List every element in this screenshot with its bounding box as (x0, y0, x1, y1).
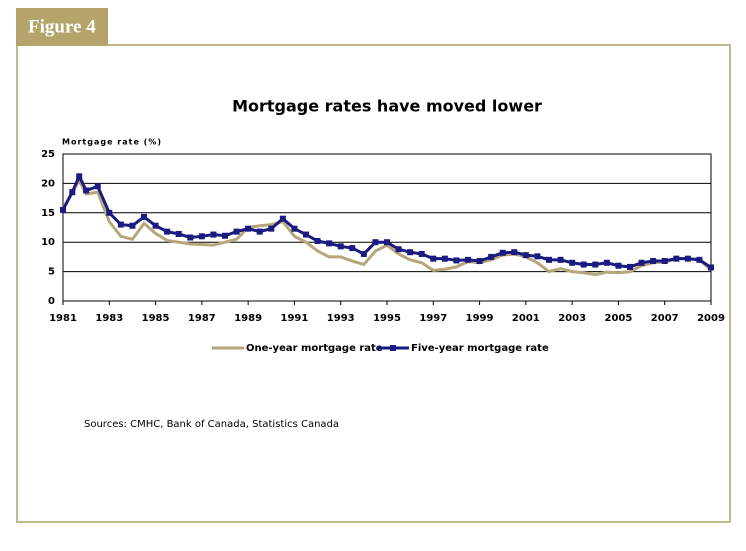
data-point (187, 234, 194, 241)
data-point (360, 250, 367, 257)
x-tick-label: 1991 (281, 313, 309, 324)
data-point (233, 228, 240, 235)
data-point (69, 189, 76, 196)
x-tick-label: 1999 (466, 313, 494, 324)
data-point (152, 222, 159, 229)
data-point (684, 255, 691, 262)
data-point (615, 262, 622, 269)
x-tick-label: 1987 (188, 313, 216, 324)
x-tick-label: 1995 (373, 313, 401, 324)
sources-note: Sources: CMHC, Bank of Canada, Statistic… (84, 419, 339, 430)
x-tick-label: 2003 (558, 313, 586, 324)
data-point (141, 213, 147, 220)
y-tick-label: 10 (41, 237, 55, 248)
y-axis-label: Mortgage rate (%) (62, 138, 162, 147)
data-point (569, 259, 576, 266)
data-point (465, 256, 471, 263)
x-tick-label: 1985 (142, 313, 170, 324)
data-point (245, 225, 252, 232)
legend-marker (390, 345, 396, 351)
data-point (129, 222, 136, 229)
data-point (407, 249, 414, 256)
data-point (210, 231, 217, 238)
data-point (337, 243, 344, 250)
data-point (117, 221, 124, 228)
series-line (61, 172, 712, 269)
x-tick-label: 2001 (512, 313, 540, 324)
data-point (372, 239, 379, 246)
data-point (303, 231, 309, 238)
data-point (592, 261, 599, 268)
data-point (222, 232, 228, 239)
data-point (453, 257, 460, 264)
data-point (546, 256, 552, 263)
data-point (291, 225, 298, 232)
data-point (522, 252, 529, 259)
data-point (708, 264, 714, 271)
data-point (638, 259, 645, 266)
y-tick-label: 5 (48, 267, 55, 278)
data-point (94, 183, 101, 190)
data-point (627, 263, 633, 270)
data-point (279, 215, 286, 222)
y-tick-label: 25 (41, 149, 55, 160)
data-point (650, 258, 657, 265)
data-point (488, 253, 495, 260)
y-tick-label: 15 (41, 208, 55, 219)
chart-title: Mortgage rates have moved lower (232, 97, 542, 116)
data-point (268, 225, 275, 232)
series-line (61, 177, 712, 277)
x-tick-label: 2009 (697, 313, 725, 324)
x-tick-label: 2007 (651, 313, 679, 324)
legend-label: One-year mortgage rate (246, 343, 383, 354)
figure-tab (16, 8, 108, 46)
x-tick-label: 1981 (49, 313, 77, 324)
data-point (164, 228, 171, 235)
data-point (673, 255, 680, 262)
x-tick-label: 2005 (605, 313, 633, 324)
data-point (557, 256, 564, 263)
y-tick-label: 0 (48, 296, 55, 307)
data-point (198, 233, 205, 240)
x-tick-label: 1997 (419, 313, 447, 324)
data-point (76, 173, 83, 180)
y-tick-label: 20 (41, 178, 55, 189)
data-point (534, 253, 541, 260)
legend-label: Five-year mortgage rate (411, 343, 549, 354)
data-point (603, 259, 610, 266)
data-point (580, 261, 587, 268)
data-point (395, 246, 402, 253)
figure-label: Figure 4 (28, 16, 96, 37)
data-point (256, 228, 263, 235)
data-point (326, 240, 333, 247)
x-tick-label: 1989 (234, 313, 262, 324)
plot-area (62, 153, 712, 302)
data-point (60, 206, 66, 213)
data-point (696, 256, 703, 263)
data-point (314, 238, 321, 245)
x-tick-label: 1983 (95, 313, 123, 324)
data-point (175, 230, 182, 237)
data-point (441, 255, 448, 262)
data-point (106, 209, 113, 216)
data-point (511, 249, 518, 256)
data-point (476, 258, 483, 265)
data-point (418, 250, 425, 257)
data-point (661, 258, 668, 265)
x-tick-label: 1993 (327, 313, 355, 324)
data-point (430, 255, 437, 262)
figure-frame (16, 44, 731, 523)
data-point (83, 187, 90, 194)
data-point (499, 249, 506, 256)
data-point (349, 245, 356, 252)
data-point (384, 239, 390, 246)
